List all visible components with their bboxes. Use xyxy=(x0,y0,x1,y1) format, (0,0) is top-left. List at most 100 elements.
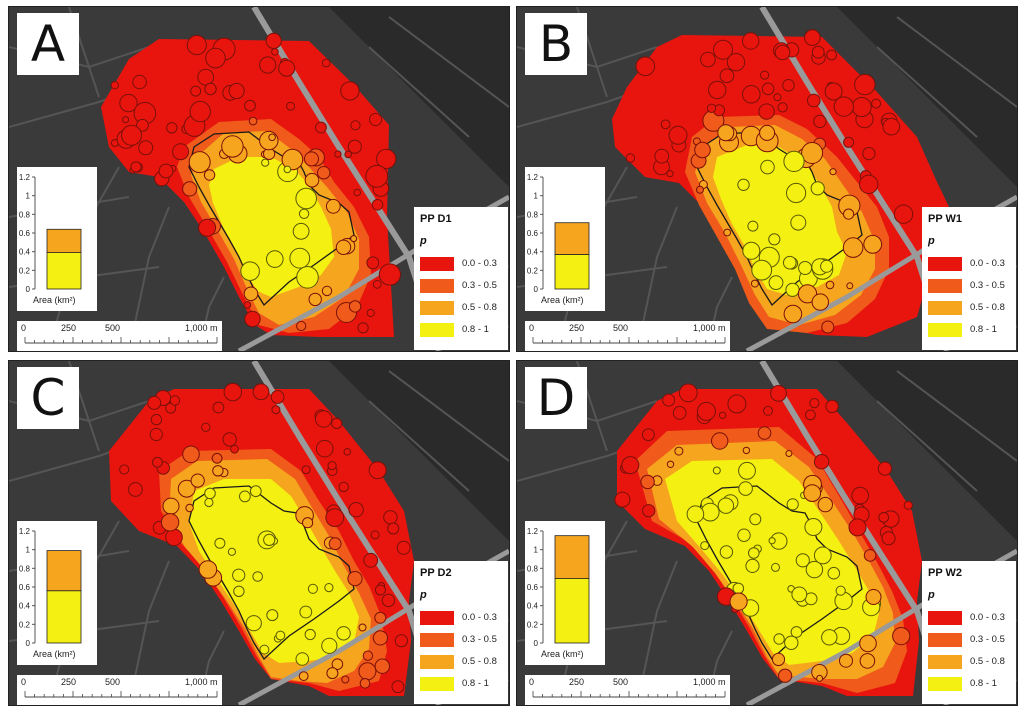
sample-circle xyxy=(198,560,218,579)
sample-circle xyxy=(350,235,358,243)
sample-circle xyxy=(315,439,334,458)
legend-swatch xyxy=(928,257,962,271)
sample-circle xyxy=(122,116,130,124)
legend-label: 0.8 - 1 xyxy=(970,678,997,689)
sample-circle xyxy=(265,32,282,50)
sample-circle xyxy=(211,452,223,464)
scale-label: 500 xyxy=(613,677,629,687)
legend-label: 0.3 - 0.5 xyxy=(970,280,1005,291)
sample-circle xyxy=(804,29,821,46)
sample-circle xyxy=(281,148,304,171)
legend-swatch xyxy=(420,323,454,337)
sample-circle xyxy=(190,473,205,488)
legend-variable: p xyxy=(928,235,935,247)
legend-item: 0.3 - 0.5 xyxy=(420,279,508,295)
sample-circle xyxy=(851,486,870,505)
sample-circle xyxy=(334,150,342,158)
legend-item: 0.8 - 1 xyxy=(928,323,1016,339)
map-panel-d: D 0 0.2 0.4 0.6 0.8 1 1.2 Area (km²) 0 250 500 1,000… xyxy=(516,360,1018,706)
sample-circle xyxy=(252,571,263,582)
scale-label: 0 xyxy=(529,677,535,687)
sample-circle xyxy=(365,164,389,188)
sample-circle xyxy=(177,479,196,498)
sample-circle xyxy=(846,282,854,290)
sample-circle xyxy=(266,609,279,622)
scale-label: 1,000 m xyxy=(185,677,218,687)
sample-circle xyxy=(298,208,310,220)
area-tick-label: 0.6 xyxy=(19,583,31,592)
sample-circle xyxy=(270,390,285,404)
sample-circle xyxy=(784,635,799,650)
sample-circle xyxy=(362,650,374,661)
scale-label: 0 xyxy=(529,323,535,333)
sample-circle xyxy=(742,241,761,260)
area-tick-label: 1.2 xyxy=(527,173,539,182)
area-tick-label: 1.2 xyxy=(19,173,31,182)
sample-circle xyxy=(328,537,342,551)
sample-circle xyxy=(358,623,367,632)
sample-circle xyxy=(369,112,383,127)
sample-circle xyxy=(341,675,350,684)
sample-circle xyxy=(848,518,867,537)
sample-circle xyxy=(862,147,876,161)
panel-letter: B xyxy=(525,13,587,75)
sample-circle xyxy=(660,119,671,130)
sample-circle xyxy=(368,461,387,480)
sample-circle xyxy=(261,158,270,167)
area-tick-label: 0.2 xyxy=(527,620,539,629)
sample-circle xyxy=(165,528,183,547)
sample-circle xyxy=(205,47,226,69)
sample-circle xyxy=(350,120,361,131)
sample-circle xyxy=(212,401,225,414)
sample-circle xyxy=(625,153,636,163)
legend-label: 0.8 - 1 xyxy=(462,324,489,335)
sample-circle xyxy=(366,308,375,318)
sample-circle xyxy=(189,100,211,123)
sample-circle xyxy=(348,502,364,518)
sample-circle xyxy=(696,185,704,194)
sample-circle xyxy=(797,284,818,304)
legend-label: 0.5 - 0.8 xyxy=(970,656,1005,667)
sample-circle xyxy=(770,385,787,402)
area-bar-lower xyxy=(46,252,82,290)
sample-circle xyxy=(811,45,825,59)
sample-circle xyxy=(259,644,270,655)
sample-circle xyxy=(222,432,237,447)
sample-circle xyxy=(383,510,398,525)
sample-circle xyxy=(768,537,776,545)
sample-circle xyxy=(786,182,807,204)
sample-circle xyxy=(138,140,154,156)
area-bar-lower xyxy=(554,254,590,290)
legend-label: 0.5 - 0.8 xyxy=(462,656,497,667)
sample-circle xyxy=(315,410,333,428)
sample-circle xyxy=(353,188,362,197)
area-axis-label: Area (km²) xyxy=(541,295,584,305)
area-bar-upper xyxy=(46,228,82,254)
area-bar-upper xyxy=(554,535,590,580)
sample-circle xyxy=(742,32,760,50)
sample-circle xyxy=(160,513,180,532)
sample-circle xyxy=(338,481,349,493)
sample-circle xyxy=(244,99,256,112)
legend-swatch xyxy=(928,279,962,293)
sample-circle xyxy=(640,474,655,490)
legend-label: 0.3 - 0.5 xyxy=(462,634,497,645)
sample-circle xyxy=(813,454,830,470)
sample-circle xyxy=(244,310,261,328)
sample-circle xyxy=(374,658,390,674)
sample-circle xyxy=(803,484,822,503)
legend-swatch xyxy=(420,633,454,647)
legend-label: 0.0 - 0.3 xyxy=(970,612,1005,623)
legend-item: 0.5 - 0.8 xyxy=(928,655,1016,671)
sample-circle xyxy=(865,589,882,605)
sample-circle xyxy=(717,124,735,142)
sample-circle xyxy=(169,395,181,406)
area-inset-chart: 0 0.2 0.4 0.6 0.8 1 1.2 Area (km²) xyxy=(17,167,97,311)
sample-circle xyxy=(343,448,352,456)
legend-swatch xyxy=(420,257,454,271)
sample-circle xyxy=(747,220,759,232)
sample-circle xyxy=(771,652,786,666)
sample-circle xyxy=(820,259,834,273)
sample-circle xyxy=(795,553,810,568)
area-tick-label: 0.4 xyxy=(527,602,539,611)
